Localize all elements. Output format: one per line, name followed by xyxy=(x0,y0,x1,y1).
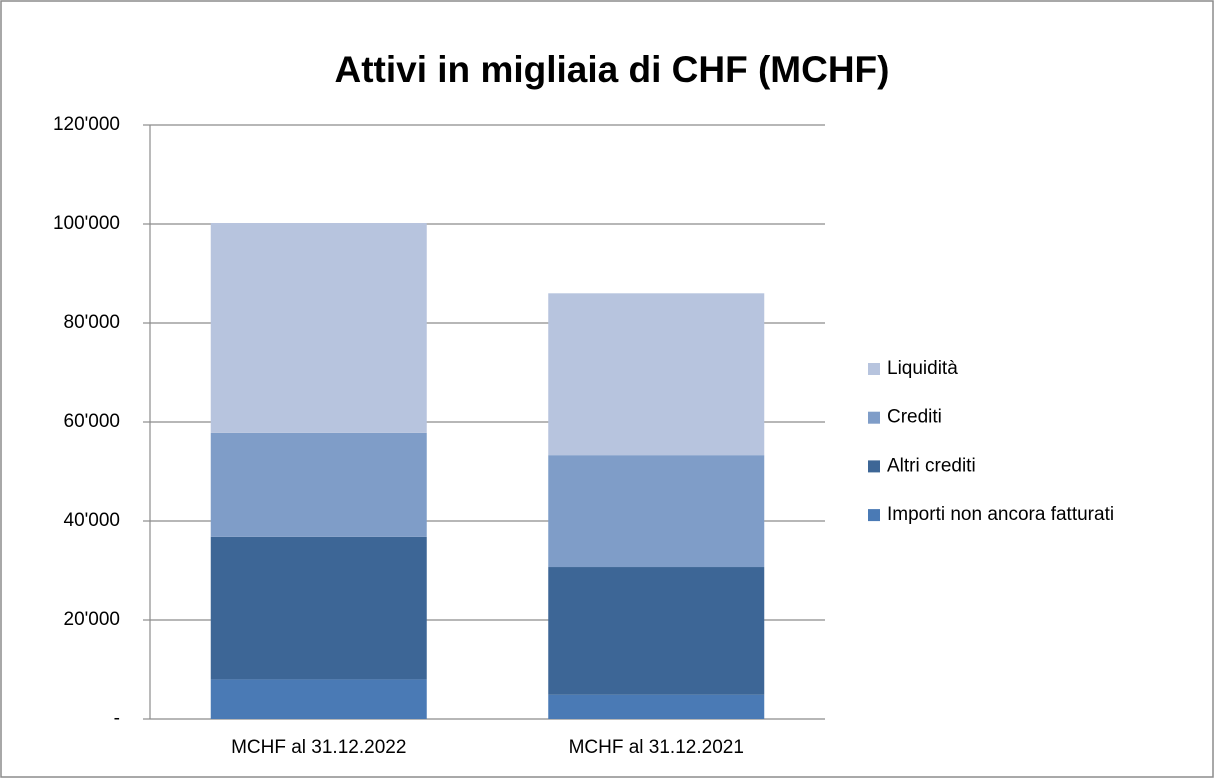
y-tick-label: 60'000 xyxy=(64,411,120,432)
y-tick-label: 40'000 xyxy=(64,510,120,531)
bar-segment xyxy=(210,679,427,719)
y-tick-label: 20'000 xyxy=(64,609,120,630)
legend-swatch xyxy=(868,363,880,375)
legend-swatch xyxy=(868,509,880,522)
legend-label: Importi non ancora fatturati xyxy=(887,504,1114,525)
bar-segment xyxy=(210,223,427,433)
y-tick-label: 100'000 xyxy=(53,213,120,234)
x-tick-label: MCHF al 31.12.2021 xyxy=(569,737,744,758)
x-tick-label: MCHF al 31.12.2022 xyxy=(231,737,406,758)
legend-label: Liquidità xyxy=(887,358,958,379)
y-tick-label: - xyxy=(114,708,120,729)
bar-segment xyxy=(548,293,765,456)
chart-title: Attivi in migliaia di CHF (MCHF) xyxy=(335,49,890,90)
y-tick-label: 120'000 xyxy=(53,114,120,135)
bar-segment xyxy=(548,455,765,568)
legend-label: Altri crediti xyxy=(887,455,976,476)
legend-swatch xyxy=(868,460,880,473)
y-tick-label: 80'000 xyxy=(64,312,120,333)
bar-segment xyxy=(210,536,427,680)
legend-swatch xyxy=(868,411,880,424)
bar-segment xyxy=(210,432,427,537)
bar-segment xyxy=(548,567,765,695)
bar-segment xyxy=(548,694,765,719)
legend-label: Crediti xyxy=(887,407,942,428)
